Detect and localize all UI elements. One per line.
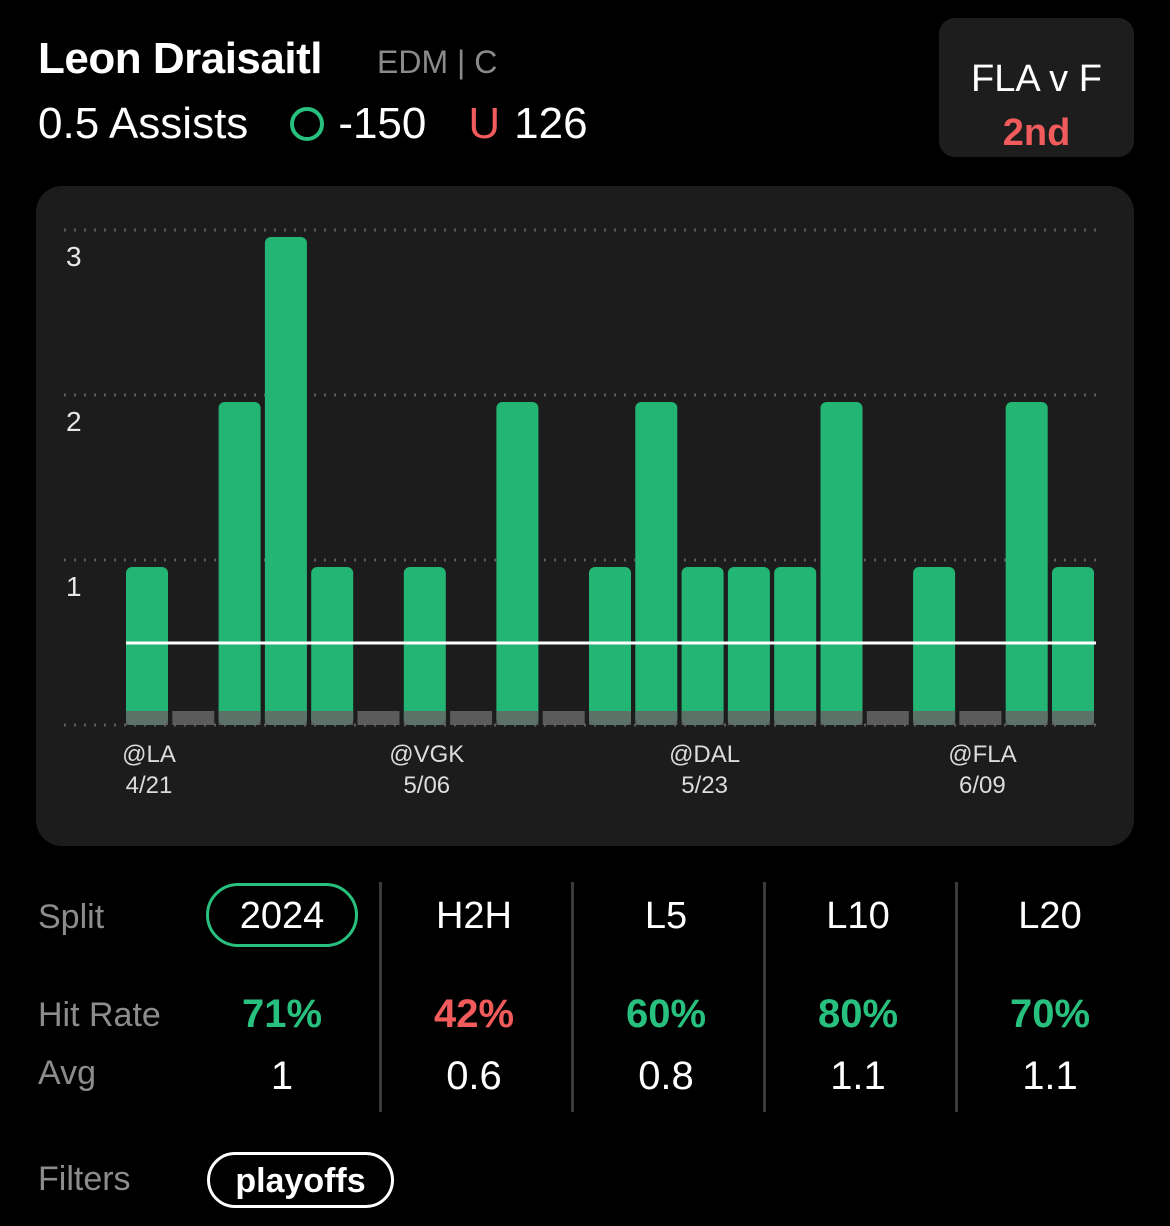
column-divider (763, 882, 766, 1112)
bar (681, 567, 724, 725)
bar-base (866, 711, 909, 725)
column-divider (955, 882, 958, 1112)
bar-base (681, 711, 724, 725)
x-tick-date: 5/23 (681, 772, 728, 799)
bar (635, 402, 678, 725)
prop-line: 0.5 Assists (38, 99, 249, 148)
x-tick-date: 4/21 (126, 772, 173, 799)
chart-canvas: 1 2 3 @LA 4/21 @VGK 5/06 @DAL 5/23 @FLA 6/09 (64, 228, 1104, 799)
bar-base (913, 711, 956, 725)
avg-label: Avg (38, 1054, 96, 1092)
filters-label: Filters (38, 1160, 131, 1198)
bar-base (1005, 711, 1048, 725)
game-status-card[interactable]: FLA v F 2nd (939, 18, 1134, 157)
hit-rate-value: 80% (817, 992, 899, 1036)
hit-rate-value: 60% (625, 992, 707, 1036)
team-position: EDM | C (377, 44, 498, 80)
bar (1005, 402, 1048, 725)
prop-line-row: 0.5 Assists -150 U 126 (38, 98, 588, 150)
x-tick-date: 6/09 (959, 772, 1006, 799)
stats-table: Split Hit Rate Avg 2024 71% 1 H2H 42% 0.6 L5 60… (0, 880, 1170, 1120)
bar-base (496, 711, 539, 725)
bar-base (727, 711, 770, 725)
bar (403, 567, 446, 725)
split-tab-2024[interactable]: 2024 (206, 883, 358, 947)
y-tick-label: 3 (66, 241, 82, 272)
bar-base (635, 711, 678, 725)
over-icon (290, 107, 325, 141)
filter-chip-playoffs[interactable]: playoffs (207, 1152, 394, 1208)
under-icon: U (468, 99, 501, 148)
y-tick-label: 2 (66, 406, 82, 437)
bar (727, 567, 770, 725)
split-tab-l5[interactable]: L5 (644, 895, 688, 937)
split-tab-h2h[interactable]: H2H (435, 895, 513, 937)
bar (218, 402, 261, 725)
bar-base (403, 711, 446, 725)
column-divider (571, 882, 574, 1112)
bar-base (311, 711, 354, 725)
x-tick-opponent: @VGK (389, 741, 464, 768)
bar-base (774, 711, 817, 725)
bar (589, 567, 631, 725)
hit-rate-value: 71% (241, 992, 323, 1036)
bar-base (172, 711, 215, 725)
split-label: Split (38, 898, 105, 936)
bar-base (218, 711, 261, 725)
avg-value: 1.1 (1022, 1054, 1078, 1098)
split-tab-l20[interactable]: L20 (1018, 895, 1082, 937)
bar-base (357, 711, 400, 725)
game-log-chart: 1 2 3 @LA 4/21 @VGK 5/06 @DAL 5/23 @FLA 6/09 (36, 186, 1134, 846)
column-divider (379, 882, 382, 1112)
bar (264, 237, 307, 725)
game-matchup: FLA v F (971, 58, 1102, 100)
x-tick-opponent: @DAL (669, 741, 740, 768)
under-odds[interactable]: 126 (514, 99, 588, 148)
hit-rate-value: 70% (1009, 992, 1091, 1036)
player-name: Leon Draisaitl (38, 34, 322, 83)
hit-rate-label: Hit Rate (38, 996, 161, 1034)
bar-base (820, 711, 863, 725)
bar (774, 567, 817, 725)
avg-value: 1.1 (830, 1054, 886, 1098)
game-period: 2nd (1002, 112, 1071, 154)
bar-base (542, 711, 585, 725)
bar-base (959, 711, 1002, 725)
bar-base (1052, 711, 1094, 725)
y-tick-label: 1 (66, 571, 82, 602)
avg-value: 1 (270, 1054, 294, 1098)
bar (311, 567, 354, 725)
avg-value: 0.8 (638, 1054, 694, 1098)
bar-base (589, 711, 631, 725)
bar-base (126, 711, 168, 725)
bar-base (450, 711, 493, 725)
bar (820, 402, 863, 725)
bar-base (264, 711, 307, 725)
avg-value: 0.6 (446, 1054, 502, 1098)
hit-rate-value: 42% (433, 992, 515, 1036)
bar (913, 567, 956, 725)
bar (1052, 567, 1094, 725)
x-tick-date: 5/06 (403, 772, 450, 799)
bar (126, 567, 168, 725)
x-tick-opponent: @LA (122, 741, 176, 768)
over-odds[interactable]: -150 (338, 99, 427, 148)
bar (496, 402, 539, 725)
split-tab-l10[interactable]: L10 (826, 895, 890, 937)
x-tick-opponent: @FLA (948, 741, 1016, 768)
